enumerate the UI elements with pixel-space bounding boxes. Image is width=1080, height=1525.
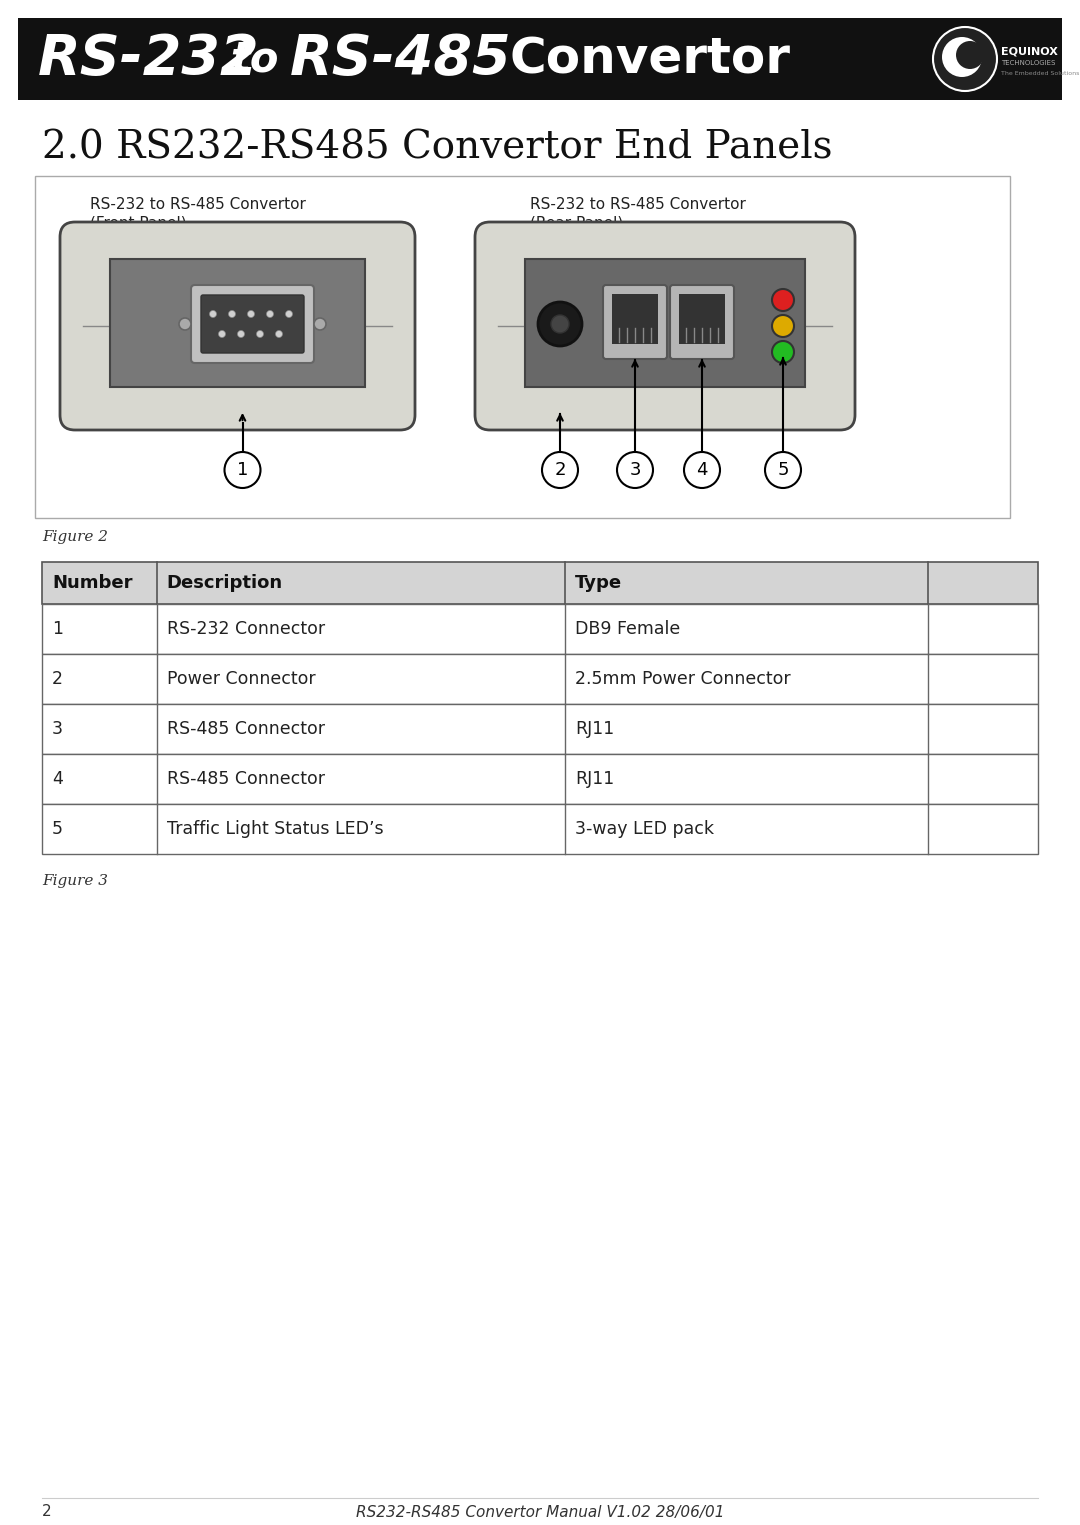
Bar [525, 259, 805, 387]
FancyBboxPatch shape [475, 223, 855, 430]
Circle shape [285, 311, 293, 317]
Bar [18, 18, 1062, 101]
Bar [679, 294, 725, 345]
Bar [35, 175, 1010, 518]
Circle shape [267, 311, 273, 317]
Bar [42, 563, 1038, 604]
Text: (Rear Panel): (Rear Panel) [530, 215, 623, 230]
Text: 3-way LED pack: 3-way LED pack [575, 820, 714, 839]
Circle shape [238, 331, 244, 337]
Text: 2: 2 [42, 1505, 52, 1519]
Text: Number: Number [52, 573, 133, 592]
Circle shape [617, 451, 653, 488]
Text: Figure 2: Figure 2 [42, 531, 108, 544]
Text: 5: 5 [778, 461, 788, 479]
Text: RS232-RS485 Convertor Manual V1.02 28/06/01: RS232-RS485 Convertor Manual V1.02 28/06… [355, 1505, 725, 1519]
Text: RJ11: RJ11 [575, 770, 615, 788]
Text: The Embedded Solutions Company: The Embedded Solutions Company [1001, 70, 1080, 76]
FancyBboxPatch shape [201, 294, 303, 352]
Circle shape [942, 37, 982, 76]
Circle shape [247, 311, 255, 317]
Text: Power Connector: Power Connector [166, 669, 315, 688]
Bar [612, 294, 658, 345]
Text: 4: 4 [697, 461, 707, 479]
Text: EQUINOX: EQUINOX [1001, 46, 1058, 56]
Circle shape [257, 331, 264, 337]
Text: RS-232 to RS-485 Convertor: RS-232 to RS-485 Convertor [530, 197, 746, 212]
Circle shape [538, 302, 582, 346]
Circle shape [225, 451, 260, 488]
Circle shape [956, 41, 984, 69]
Text: 4: 4 [52, 770, 63, 788]
Text: Traffic Light Status LED’s: Traffic Light Status LED’s [166, 820, 383, 839]
Text: 2.0 RS232-RS485 Convertor End Panels: 2.0 RS232-RS485 Convertor End Panels [42, 130, 833, 166]
Text: Description: Description [166, 573, 283, 592]
FancyBboxPatch shape [60, 223, 415, 430]
Text: 2: 2 [52, 669, 63, 688]
Text: (Front Panel): (Front Panel) [90, 215, 187, 230]
Text: Type: Type [575, 573, 622, 592]
Circle shape [933, 27, 997, 92]
Text: Convertor: Convertor [510, 35, 791, 82]
Text: 1: 1 [237, 461, 248, 479]
Circle shape [551, 316, 569, 332]
Circle shape [218, 331, 226, 337]
Bar [42, 753, 1038, 804]
Text: DB9 Female: DB9 Female [575, 621, 680, 637]
Text: 5: 5 [52, 820, 63, 839]
Text: RS-232: RS-232 [38, 32, 259, 85]
Bar [42, 804, 1038, 854]
FancyBboxPatch shape [670, 285, 734, 358]
Bar [110, 259, 365, 387]
Bar [42, 654, 1038, 705]
Circle shape [229, 311, 235, 317]
Circle shape [275, 331, 283, 337]
Circle shape [772, 290, 794, 311]
Text: RS-485: RS-485 [291, 32, 512, 85]
Bar [42, 705, 1038, 753]
Text: 3: 3 [630, 461, 640, 479]
Text: 1: 1 [52, 621, 63, 637]
Text: RS-485 Connector: RS-485 Connector [166, 720, 325, 738]
Circle shape [772, 316, 794, 337]
Text: RS-232 Connector: RS-232 Connector [166, 621, 325, 637]
Text: Figure 3: Figure 3 [42, 874, 108, 888]
Text: RS-232 to RS-485 Convertor: RS-232 to RS-485 Convertor [90, 197, 306, 212]
Circle shape [772, 342, 794, 363]
Text: RJ11: RJ11 [575, 720, 615, 738]
FancyBboxPatch shape [191, 285, 314, 363]
Bar [42, 604, 1038, 654]
FancyBboxPatch shape [603, 285, 667, 358]
Text: 2: 2 [554, 461, 566, 479]
Circle shape [179, 319, 191, 329]
Circle shape [210, 311, 216, 317]
Text: TECHNOLOGIES: TECHNOLOGIES [1001, 59, 1055, 66]
Text: to: to [230, 38, 279, 79]
Text: 3: 3 [52, 720, 63, 738]
Text: 2.5mm Power Connector: 2.5mm Power Connector [575, 669, 791, 688]
Circle shape [765, 451, 801, 488]
Circle shape [684, 451, 720, 488]
Text: RS-485 Connector: RS-485 Connector [166, 770, 325, 788]
Circle shape [314, 319, 326, 329]
Circle shape [542, 451, 578, 488]
